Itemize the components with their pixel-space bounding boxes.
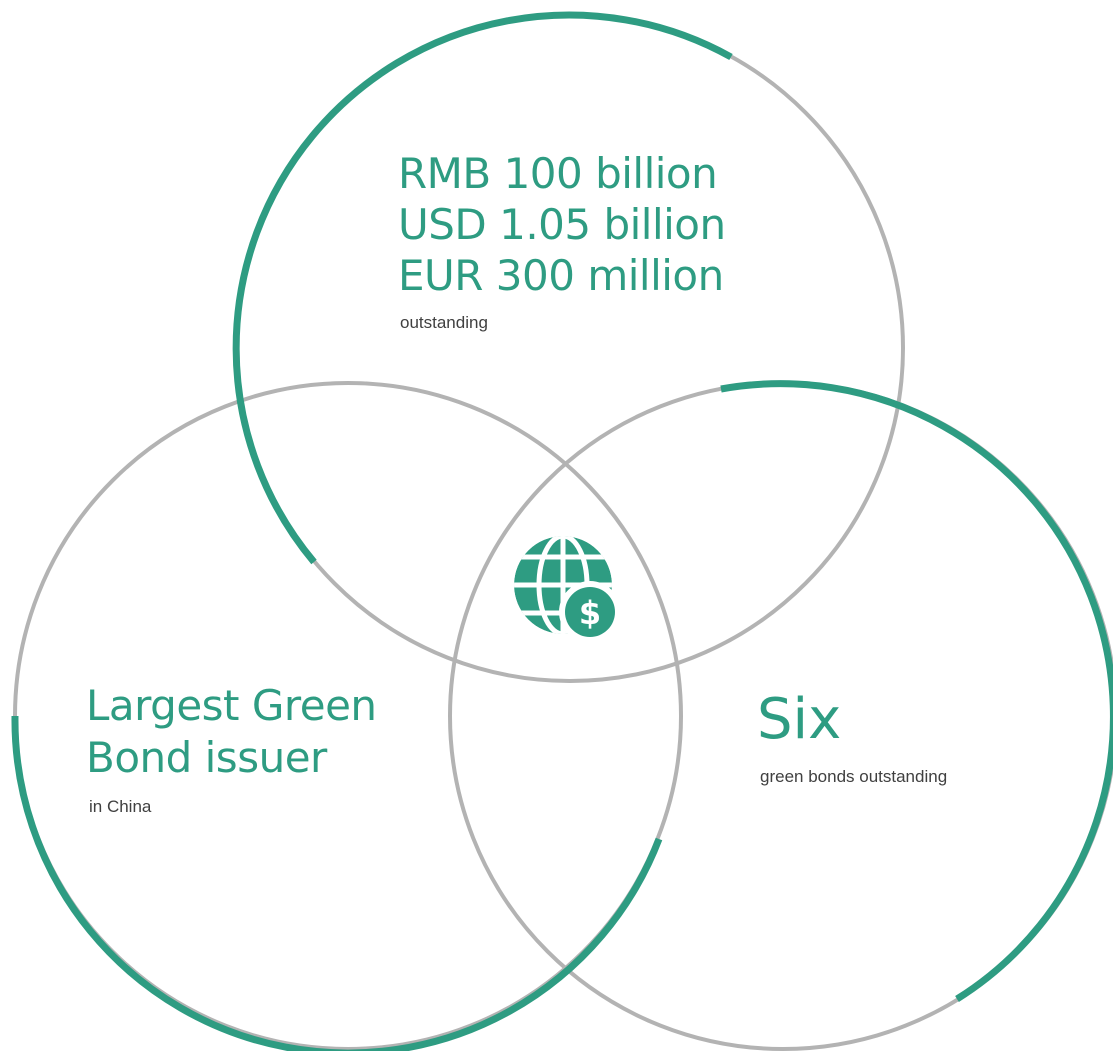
top-circle-accent-arc: [232, 11, 733, 565]
left-circle-subtext: in China: [89, 797, 152, 816]
right-circle-accent-arc: [720, 380, 1113, 1002]
top-circle-headline: RMB 100 billion USD 1.05 billion EUR 300…: [398, 148, 726, 301]
left-circle-accent-arc: [11, 715, 663, 1051]
top-headline-line-3: EUR 300 million: [398, 251, 724, 300]
svg-text:$: $: [579, 594, 601, 632]
right-circle-subtext: green bonds outstanding: [760, 767, 948, 786]
left-circle-headline: Largest Green Bond issuer: [86, 680, 377, 784]
left-headline-line-1: Largest Green: [86, 681, 377, 730]
top-circle-subtext: outstanding: [400, 313, 488, 332]
right-circle-headline: Six: [757, 688, 841, 752]
left-headline-line-2: Bond issuer: [86, 733, 327, 782]
top-headline-line-1: RMB 100 billion: [398, 149, 718, 198]
left-circle: [13, 381, 683, 1051]
top-headline-line-2: USD 1.05 billion: [398, 200, 726, 249]
globe-dollar-icon: $: [514, 536, 621, 643]
right-headline-line-1: Six: [757, 687, 842, 752]
